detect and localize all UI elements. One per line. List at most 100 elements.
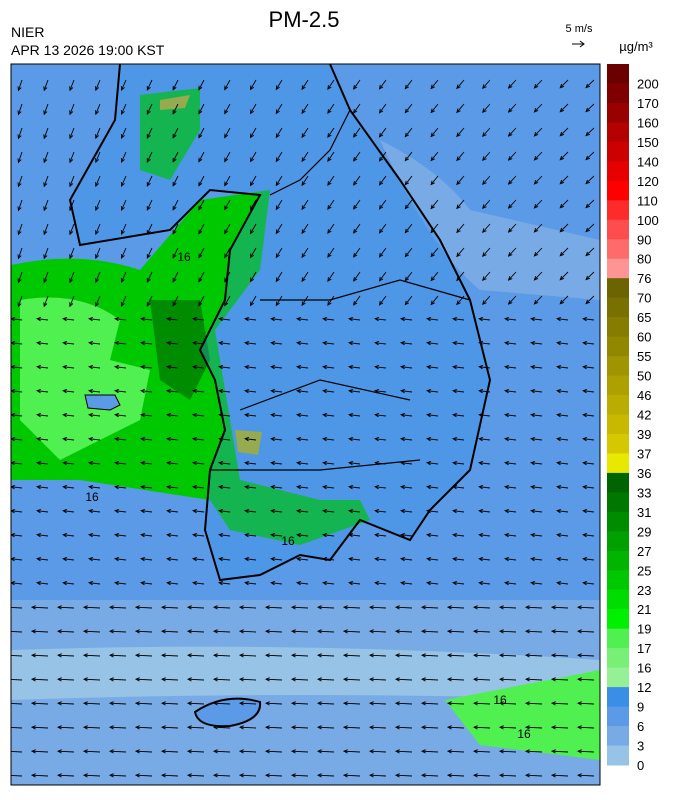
wind-arrow <box>585 247 595 257</box>
wind-arrow <box>559 247 569 257</box>
colorbar-box <box>607 648 629 669</box>
wind-arrow <box>114 412 127 418</box>
wind-arrow <box>264 677 283 682</box>
wind-arrow <box>166 580 179 586</box>
wind-arrow <box>456 271 465 282</box>
wind-arrow <box>56 701 75 706</box>
wind-arrow <box>348 532 361 538</box>
wind-arrow <box>472 605 491 610</box>
wind-arrow <box>186 629 205 634</box>
wind-arrow <box>498 629 517 634</box>
wind-arrow <box>114 340 127 346</box>
wind-arrow <box>192 484 205 490</box>
colorbar-box <box>607 667 629 688</box>
wind-arrow <box>218 484 231 490</box>
wind-arrow <box>88 508 101 514</box>
wind-arrow <box>17 247 23 260</box>
wind-arrow <box>353 223 361 234</box>
wind-arrow <box>550 653 569 658</box>
wind-arrow <box>186 701 205 706</box>
wind-arrow <box>56 677 75 682</box>
wind-arrow <box>404 223 413 234</box>
colorbar-label: 12 <box>637 680 651 695</box>
colorbar-box <box>607 706 629 727</box>
wind-arrow <box>530 364 543 370</box>
wind-arrow <box>114 532 127 538</box>
wind-arrow <box>394 605 413 610</box>
wind-arrow <box>30 725 49 730</box>
wind-arrow <box>420 629 439 634</box>
wind-arrow <box>244 580 257 586</box>
wind-arrow <box>95 223 101 236</box>
wind-arrow <box>224 271 231 283</box>
wind-arrow <box>244 340 257 346</box>
wind-arrow <box>327 79 335 90</box>
colorbar-label: 100 <box>637 213 659 228</box>
wind-arrow <box>275 151 283 163</box>
wind-arrow <box>69 223 75 236</box>
wind-arrow <box>327 271 335 282</box>
colorbar-box <box>607 453 629 474</box>
wind-arrow <box>275 247 283 259</box>
wind-arrow <box>270 436 283 442</box>
wind-arrow <box>62 484 75 490</box>
wind-arrow <box>238 701 257 706</box>
wind-arrow <box>17 271 23 284</box>
wind-arrow <box>146 175 153 187</box>
wind-arrow <box>426 460 439 466</box>
wind-arrow <box>301 79 309 91</box>
colorbar-box <box>607 83 629 104</box>
wind-arrow <box>95 127 101 140</box>
wind-arrow <box>120 247 127 260</box>
wind-arrow <box>114 436 127 442</box>
wind-arrow <box>212 605 231 610</box>
wind-arrow <box>264 653 283 658</box>
wind-arrow <box>374 484 387 490</box>
wind-arrow <box>504 484 517 490</box>
colorbar-box <box>607 219 629 240</box>
wind-arrow <box>348 340 361 346</box>
coastline <box>68 64 492 582</box>
wind-arrow <box>264 605 283 610</box>
colorbar-box <box>607 609 629 630</box>
colorbar-label: 160 <box>637 115 659 130</box>
wind-arrow <box>342 773 361 778</box>
wind-arrow <box>114 556 127 562</box>
wind-arrow <box>353 199 361 210</box>
wind-arrow <box>172 103 179 115</box>
wind-arrow <box>36 508 49 514</box>
wind-arrow <box>134 653 153 658</box>
wind-arrow <box>559 127 569 137</box>
wind-arrow <box>198 175 205 187</box>
wind-arrow <box>30 749 49 754</box>
wind-arrow <box>198 295 205 307</box>
wind-arrow <box>327 127 335 138</box>
wind-arrow <box>533 295 543 305</box>
wind-arrow <box>198 247 205 259</box>
wind-arrow <box>224 199 231 211</box>
wind-arrow <box>198 151 205 163</box>
wind-arrow <box>296 364 309 370</box>
contour-label: 16 <box>493 693 507 707</box>
wind-arrow <box>316 773 335 778</box>
wind-arrow <box>160 677 179 682</box>
wind-arrow <box>88 316 101 322</box>
wind-arrow <box>322 580 335 586</box>
wind-arrow <box>348 412 361 418</box>
wind-arrow <box>504 388 517 394</box>
wind-arrow <box>36 436 49 442</box>
wind-arrow <box>62 532 75 538</box>
wind-arrow <box>120 175 127 188</box>
wind-arrow <box>140 436 153 442</box>
wind-arrow <box>452 316 465 322</box>
wind-arrow <box>342 629 361 634</box>
wind-arrow <box>166 388 179 394</box>
wind-arrow <box>342 701 361 706</box>
wind-arrow <box>456 223 465 234</box>
wind-arrow <box>270 580 283 586</box>
wind-arrow <box>394 701 413 706</box>
wind-arrow <box>290 605 309 610</box>
wind-arrow <box>400 580 413 586</box>
wind-arrow <box>224 295 231 307</box>
wind-arrow <box>301 103 309 115</box>
